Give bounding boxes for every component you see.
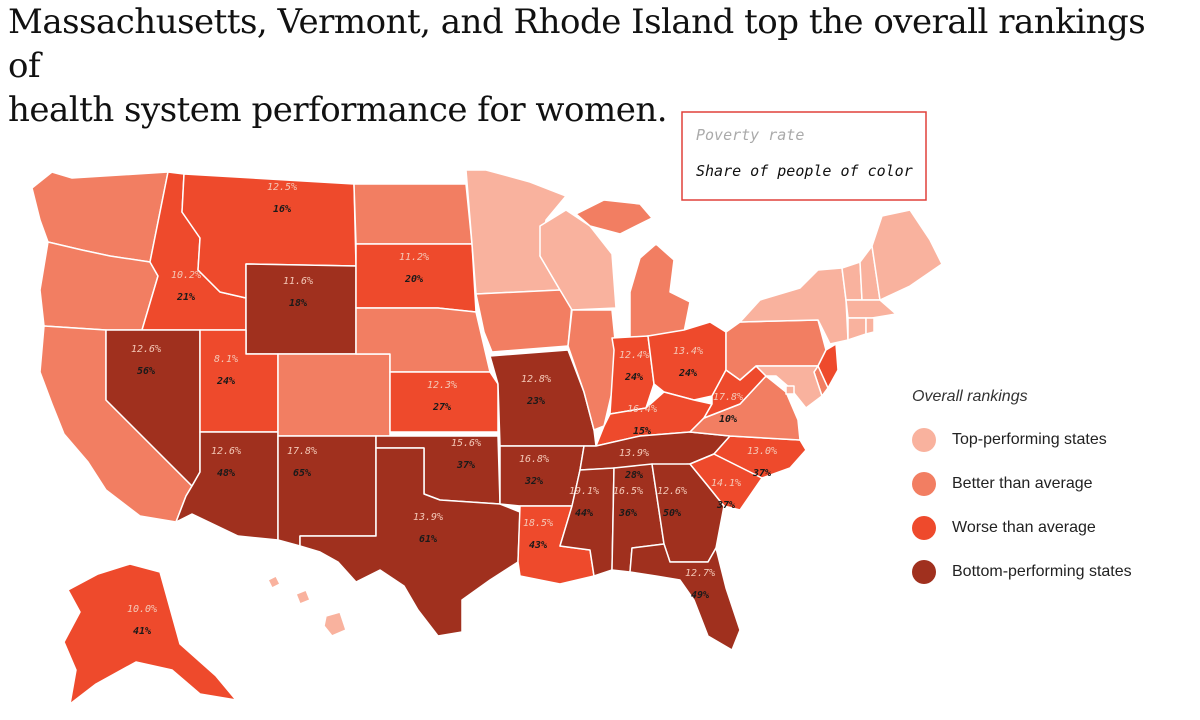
state-nd — [353, 183, 473, 245]
legend-item-bottom: Bottom-performing states — [912, 550, 1132, 594]
poverty-rate-ar: 16.8% — [519, 454, 549, 465]
poverty-rate-az: 12.6% — [211, 446, 241, 457]
poverty-rate-wy: 11.6% — [283, 276, 313, 287]
people-of-color-share-ar: 32% — [524, 476, 543, 487]
legend-label-worse: Worse than average — [952, 519, 1096, 536]
state-me — [871, 209, 943, 301]
handwritten-note-box: Poverty rate Share of people of color — [681, 111, 927, 201]
poverty-rate-nv: 12.6% — [131, 344, 161, 355]
legend-label-top: Top-performing states — [952, 431, 1107, 448]
chart-title-line-2: health system performance for women. — [8, 90, 668, 130]
poverty-rate-la: 18.5% — [523, 518, 553, 529]
legend-label-better: Better than average — [952, 475, 1093, 492]
poverty-rate-ut: 8.1% — [214, 354, 238, 365]
people-of-color-share-nv: 56% — [137, 366, 155, 377]
poverty-rate-ak: 10.0% — [127, 604, 157, 615]
chart-title: Massachusetts, Vermont, and Rhode Island… — [8, 0, 1158, 132]
poverty-rate-sd: 11.2% — [399, 252, 429, 263]
people-of-color-share-ga: 50% — [663, 508, 681, 519]
legend-item-top: Top-performing states — [912, 418, 1132, 462]
people-of-color-share-ok: 37% — [456, 460, 475, 471]
people-of-color-share-fl: 49% — [691, 590, 709, 601]
people-of-color-share-sd: 20% — [404, 274, 423, 285]
poverty-rate-ok: 15.6% — [451, 438, 481, 449]
state-vt — [841, 261, 863, 301]
legend-title: Overall rankings — [912, 388, 1028, 405]
legend: Overall rankings Top-performing states B… — [912, 388, 1132, 594]
legend-swatch-worse — [912, 516, 936, 540]
state-ct — [847, 317, 867, 341]
legend-swatch-bottom — [912, 560, 936, 584]
state-wi — [539, 209, 617, 311]
legend-item-better: Better than average — [912, 462, 1132, 506]
poverty-rate-wv: 17.8% — [713, 392, 743, 403]
state-fl — [629, 543, 741, 651]
poverty-rate-nm: 17.8% — [287, 446, 317, 457]
people-of-color-share-in: 24% — [624, 372, 643, 383]
people-of-color-share-al: 36% — [618, 508, 637, 519]
people-of-color-share-wv: 10% — [719, 414, 737, 425]
legend-swatch-better — [912, 472, 936, 496]
people-of-color-share-la: 43% — [529, 540, 547, 551]
legend-swatch-top — [912, 428, 936, 452]
people-of-color-share-ms: 44% — [575, 508, 593, 519]
note-poverty-rate-label: Poverty rate — [696, 126, 804, 144]
state-mi-lower — [629, 243, 691, 339]
poverty-rate-mt: 12.5% — [267, 182, 297, 193]
people-of-color-share-ut: 24% — [216, 376, 235, 387]
people-of-color-share-nm: 65% — [293, 468, 311, 479]
poverty-rate-ms: 19.1% — [569, 486, 599, 497]
poverty-rate-al: 16.5% — [613, 486, 643, 497]
poverty-rate-fl: 12.7% — [685, 568, 715, 579]
poverty-rate-ks: 12.3% — [427, 380, 457, 391]
state-oh — [647, 321, 727, 401]
state-ma — [845, 299, 897, 319]
state-ia — [475, 289, 573, 353]
people-of-color-share-az: 48% — [217, 468, 235, 479]
state-hi — [267, 575, 347, 637]
note-box-outline — [681, 111, 927, 201]
legend-item-worse: Worse than average — [912, 506, 1132, 550]
poverty-rate-tn: 13.9% — [619, 448, 649, 459]
poverty-rate-sc: 14.1% — [711, 478, 741, 489]
people-of-color-share-sc: 37% — [716, 500, 735, 511]
people-of-color-share-ks: 27% — [432, 402, 451, 413]
state-dc — [785, 385, 795, 395]
state-mi-upper — [575, 199, 653, 235]
people-of-color-share-mt: 16% — [273, 204, 291, 215]
poverty-rate-ky: 16.4% — [627, 404, 657, 415]
state-ks — [389, 371, 499, 433]
people-of-color-share-id: 21% — [176, 292, 195, 303]
poverty-rate-tx: 13.9% — [413, 512, 443, 523]
state-tx — [299, 447, 521, 637]
chart-title-line-1: Massachusetts, Vermont, and Rhode Island… — [8, 2, 1146, 86]
poverty-rate-oh: 13.4% — [673, 346, 703, 357]
poverty-rate-nc: 13.0% — [747, 446, 777, 457]
poverty-rate-id: 10.2% — [171, 270, 201, 281]
state-co — [277, 353, 391, 437]
people-of-color-share-tx: 61% — [419, 534, 437, 545]
people-of-color-share-nc: 37% — [752, 468, 771, 479]
legend-label-bottom: Bottom-performing states — [952, 563, 1132, 580]
people-of-color-share-oh: 24% — [678, 368, 697, 379]
state-ak — [63, 563, 237, 705]
poverty-rate-mo: 12.8% — [521, 374, 551, 385]
poverty-rate-in: 12.4% — [619, 350, 649, 361]
people-of-color-share-ky: 15% — [633, 426, 651, 437]
note-people-of-color-label: Share of people of color — [696, 162, 913, 180]
state-ri — [865, 317, 875, 335]
poverty-rate-ga: 12.6% — [657, 486, 687, 497]
people-of-color-share-wy: 18% — [289, 298, 307, 309]
people-of-color-share-tn: 28% — [624, 470, 643, 481]
handwritten-annotations: 12.5% 16% 10.2% 21% 11.6% 18% 11.2% 20% 12.6% 56%… — [127, 182, 777, 637]
people-of-color-share-mo: 23% — [526, 396, 545, 407]
people-of-color-share-ak: 41% — [133, 626, 151, 637]
